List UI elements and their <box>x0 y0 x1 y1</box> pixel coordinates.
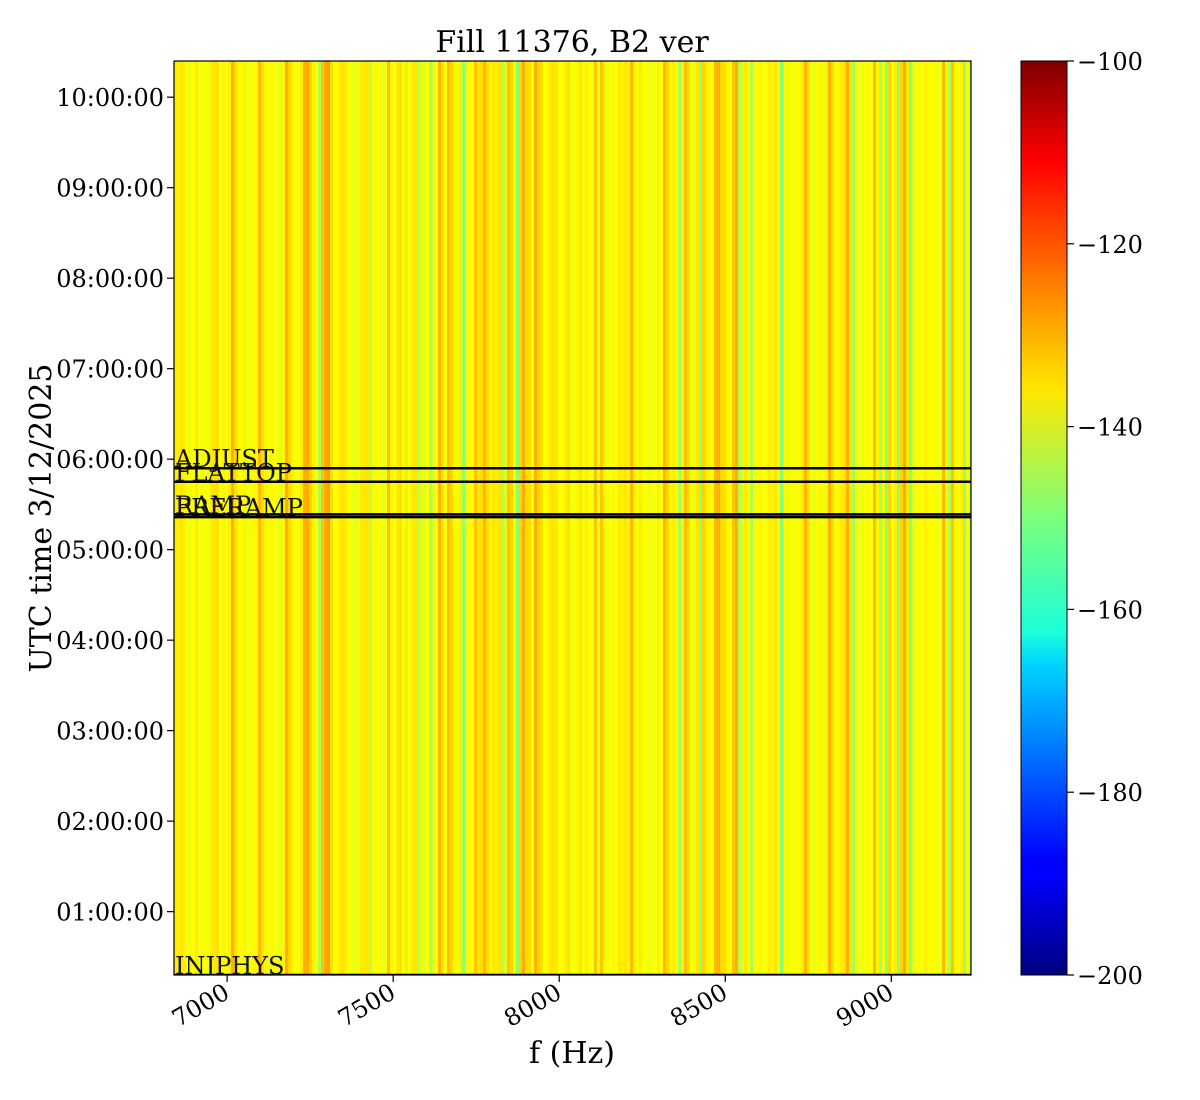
plot-frame <box>173 60 972 976</box>
x-axis: 7000 7500 8000 8500 9000 <box>167 975 898 1033</box>
y-tick-label: 03:00:00 <box>56 718 164 746</box>
x-tick-label: 7000 <box>167 978 234 1033</box>
x-tick-label: 8000 <box>499 978 566 1033</box>
colorbar-ticks: −100 −120 −140 −160 −180 −200 <box>1067 48 1143 990</box>
phase-marker-label: ADJUST <box>174 445 274 473</box>
colorbar-tick-label: −140 <box>1077 414 1143 442</box>
colorbar-tick-label: −160 <box>1077 596 1143 624</box>
y-tick-label: 07:00:00 <box>56 356 164 384</box>
x-tick-label: 9000 <box>831 978 898 1033</box>
y-tick-label: 08:00:00 <box>56 265 164 293</box>
phase-marker-label: PRERAMP <box>175 494 303 522</box>
colorbar-tick-label: −180 <box>1077 779 1143 807</box>
colorbar-tick-label: −120 <box>1077 231 1143 259</box>
colorbar-tick-label: −200 <box>1077 962 1143 990</box>
colorbar-tick-label: −100 <box>1077 48 1143 76</box>
phase-marker-label: FLATTOP <box>175 459 292 487</box>
colorbar-gradient <box>1020 60 1068 976</box>
phase-marker-label: RAMP <box>175 491 251 519</box>
y-tick-label: 01:00:00 <box>56 899 164 927</box>
y-tick-label: 02:00:00 <box>56 808 164 836</box>
y-axis: 01:00:00 02:00:00 03:00:00 04:00:00 05:00:00… <box>56 84 174 927</box>
x-tick-label: 7500 <box>333 978 400 1033</box>
y-tick-label: 10:00:00 <box>56 84 164 112</box>
chart-title: Fill 11376, B2 ver <box>435 25 709 60</box>
x-axis-label: f (Hz) <box>529 1036 615 1071</box>
y-tick-label: 09:00:00 <box>56 175 164 203</box>
y-tick-label: 06:00:00 <box>56 446 164 474</box>
x-tick-label: 8500 <box>665 978 732 1033</box>
y-tick-label: 04:00:00 <box>56 627 164 655</box>
y-tick-label: 05:00:00 <box>56 537 164 565</box>
phase-marker-label: INJPHYS <box>175 952 284 980</box>
colorbar: −100 −120 −140 −160 −180 −200 <box>1020 48 1143 990</box>
y-axis-label: UTC time 3/12/2025 <box>24 364 59 673</box>
